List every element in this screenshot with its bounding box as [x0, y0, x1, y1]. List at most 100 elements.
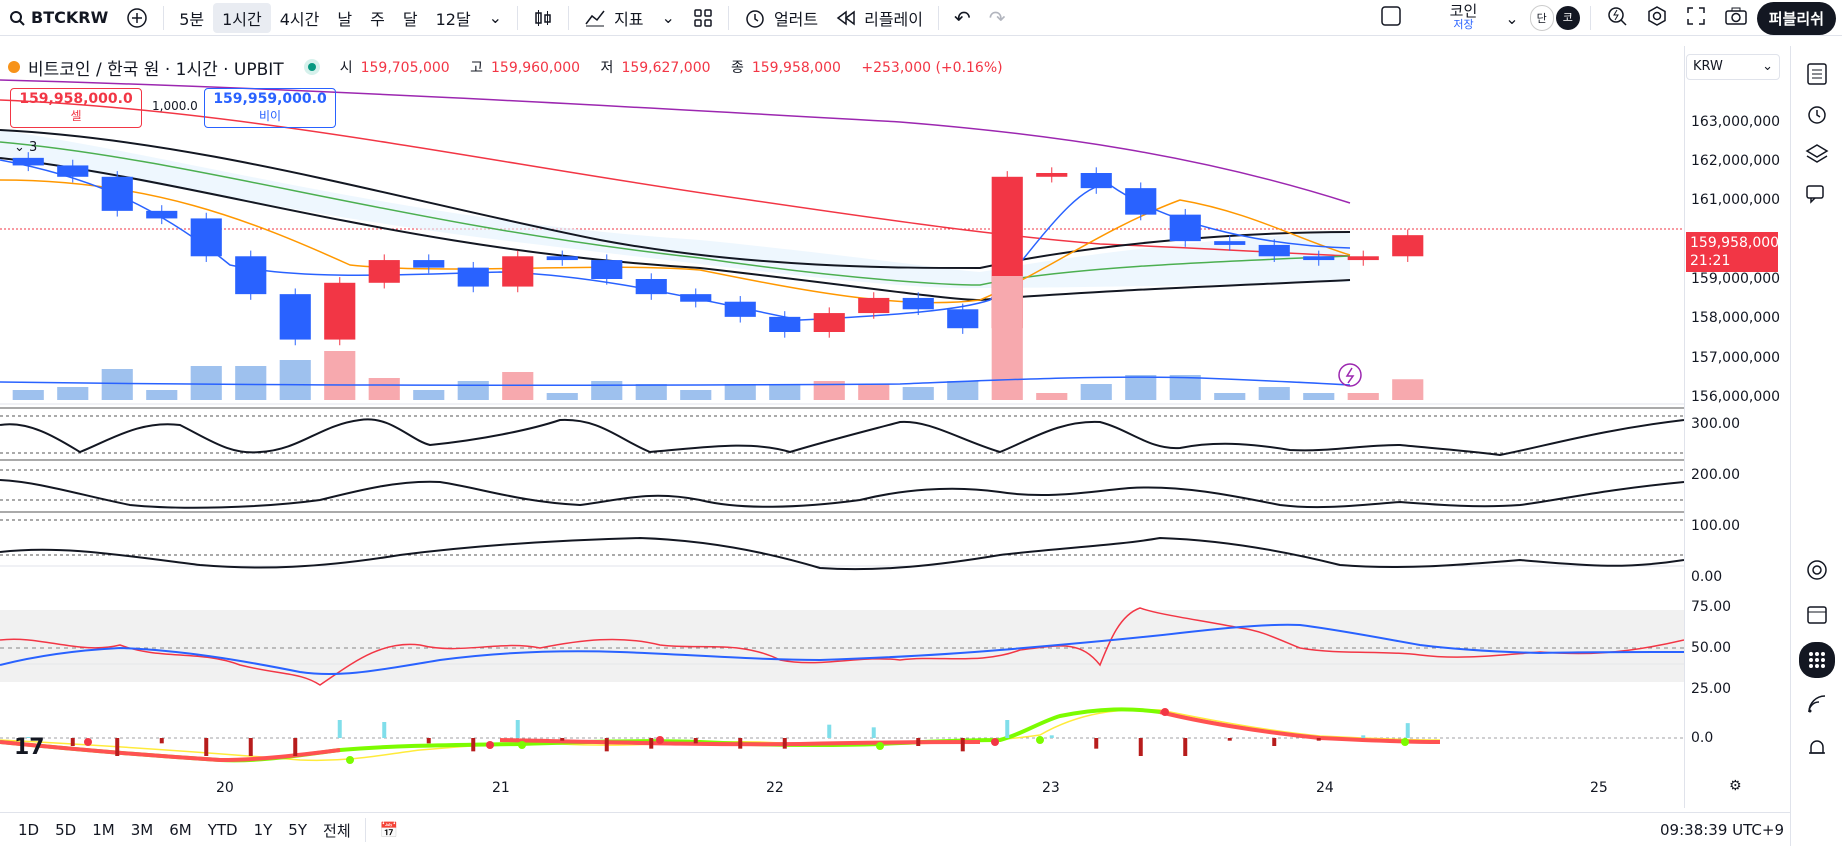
range-all[interactable]: 전체 [323, 821, 351, 840]
square-icon [1380, 5, 1402, 31]
range-1y[interactable]: 1Y [253, 821, 273, 839]
watchlist-icon[interactable] [1801, 58, 1833, 90]
range-3m[interactable]: 3M [130, 821, 154, 839]
goto-date-button[interactable]: 📅 [372, 821, 407, 839]
candle [279, 294, 311, 340]
chat-icon[interactable] [1801, 178, 1833, 210]
layouts-button[interactable] [684, 0, 722, 36]
candle [1392, 235, 1424, 257]
indicators-dropdown[interactable]: ⌄ [653, 0, 684, 36]
market-status-icon [307, 63, 316, 71]
volume-bar [769, 384, 801, 400]
fullscreen-layout-button[interactable] [1371, 0, 1411, 36]
snapshot-button[interactable] [1715, 0, 1757, 36]
time-axis[interactable]: 20 21 22 23 24 25 [216, 780, 1608, 796]
apps-grid-icon[interactable] [1799, 642, 1835, 678]
layout-save-button[interactable]: 코인 저장 [1441, 0, 1487, 36]
volume-bar [858, 384, 890, 400]
buy-button[interactable]: 159,959,000.0 비이 [204, 88, 336, 128]
range-ytd[interactable]: YTD [207, 821, 238, 839]
layers-icon[interactable] [1801, 138, 1833, 170]
interval-day[interactable]: 날 [337, 9, 353, 29]
mode-toggle[interactable]: 단 [1528, 0, 1556, 36]
legend-title[interactable]: 비트코인 / 한국 원 · 1시간 · UPBIT [28, 59, 284, 80]
top-toolbar: BTCKRW 5분 1시간 4시간 날 주 달 12달 ⌄ 지표 ⌄ 얼러트 리… [0, 0, 1842, 36]
redo-button[interactable]: ↷ [980, 0, 1015, 36]
layout-status: 저장 [1453, 18, 1474, 31]
settings-button[interactable] [1637, 0, 1677, 36]
replay-label: 리플레이 [864, 9, 923, 29]
range-6m[interactable]: 6M [169, 821, 192, 839]
price-axis[interactable]: 163,000,000 162,000,000 161,000,000 159,… [1684, 46, 1785, 808]
interval-4h[interactable]: 4시간 [279, 9, 320, 29]
volume-bar [279, 360, 311, 400]
interval-dropdown[interactable]: ⌄ [480, 0, 511, 36]
avatar: 코 [1555, 6, 1580, 30]
bell-icon[interactable] [1801, 732, 1833, 764]
macd-bar [248, 738, 253, 756]
publish-button[interactable]: 퍼블리쉬 [1756, 1, 1836, 35]
candle [1169, 214, 1201, 242]
target-icon[interactable] [1801, 554, 1833, 586]
sell-button[interactable]: 159,958,000.0 셀 [10, 88, 142, 128]
calendar-icon[interactable] [1801, 598, 1833, 630]
indicators-button[interactable]: 지표 [575, 0, 652, 36]
camera-icon [1724, 6, 1748, 30]
range-1m[interactable]: 1M [92, 821, 115, 839]
currency-select[interactable]: KRW ⌄ [1686, 54, 1780, 80]
range-5d[interactable]: 5D [55, 821, 77, 839]
clock[interactable]: 09:38:39 UTC+9 [1660, 821, 1784, 839]
candle [546, 256, 578, 261]
alert-button[interactable]: 얼러트 [735, 0, 827, 36]
macd-bar [293, 738, 298, 756]
candle [146, 210, 178, 219]
candle [769, 316, 801, 332]
macd-bar [515, 720, 520, 738]
indicators-label: 지표 [614, 9, 644, 29]
macd-bar [382, 722, 387, 738]
range-1d[interactable]: 1D [18, 821, 40, 839]
redo-icon: ↷ [988, 5, 1006, 30]
macd-bar [1227, 738, 1232, 741]
volume-bar [947, 381, 979, 400]
lightning-marker-icon[interactable] [1338, 363, 1362, 387]
quantity-field[interactable]: 1,000.0 [152, 99, 198, 113]
indicators-collapse[interactable]: ⌄ 3 [14, 140, 38, 155]
price-chart[interactable]: 17 [0, 46, 1684, 808]
chart-type-button[interactable] [524, 0, 562, 36]
quick-search-button[interactable] [1597, 0, 1637, 36]
volume-bar [1258, 387, 1290, 400]
avatar-button[interactable]: 코 [1555, 0, 1584, 36]
volume-bar [324, 351, 356, 400]
right-sidebar [1790, 46, 1842, 846]
macd-bar [871, 727, 876, 738]
fullscreen-icon [1686, 6, 1706, 30]
range-5y[interactable]: 5Y [288, 821, 308, 839]
volume-bar [12, 390, 44, 400]
search-icon [9, 10, 25, 26]
chevron-down-icon: ⌄ [1505, 8, 1519, 28]
undo-icon: ↶ [954, 5, 971, 30]
interval-1h[interactable]: 1시간 [213, 2, 271, 33]
interval-week[interactable]: 주 [370, 9, 385, 29]
candle [1036, 173, 1068, 177]
compare-button[interactable] [117, 0, 157, 36]
macd-bar [693, 738, 698, 744]
layout-dropdown[interactable]: ⌄ [1496, 0, 1527, 36]
undo-button[interactable]: ↶ [945, 0, 980, 36]
macd-bar [1316, 738, 1321, 741]
volume-bar [1347, 393, 1379, 400]
candle [902, 297, 934, 310]
macd-bar [1094, 738, 1099, 749]
symbol-search[interactable]: BTCKRW [0, 0, 117, 36]
axis-settings-icon[interactable]: ⚙ [1729, 778, 1742, 794]
alarm-icon[interactable] [1801, 98, 1833, 130]
signal-icon[interactable] [1801, 688, 1833, 720]
interval-5m[interactable]: 5분 [179, 9, 205, 29]
fullscreen-button[interactable] [1677, 0, 1715, 36]
tradingview-logo-icon: 17 [14, 735, 45, 760]
bottom-toolbar: 1D 5D 1M 3M 6M YTD 1Y 5Y 전체 📅 09:38:39 U… [0, 812, 1790, 847]
interval-month[interactable]: 달 [402, 9, 418, 29]
replay-button[interactable]: 리플레이 [827, 0, 932, 36]
interval-12m[interactable]: 12달 [435, 9, 471, 29]
